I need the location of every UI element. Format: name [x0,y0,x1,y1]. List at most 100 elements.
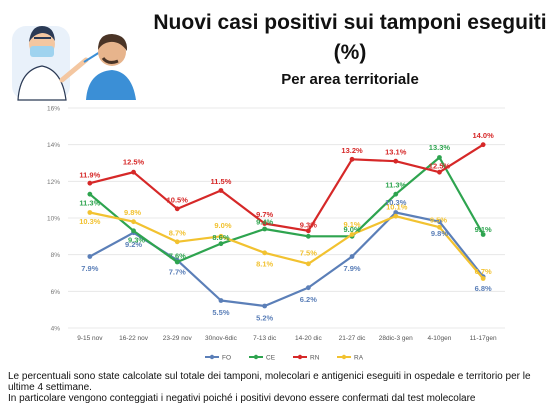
data-point-ce [174,259,180,265]
data-point-ce [480,232,486,237]
data-point-ce [218,241,224,247]
data-point-ra [174,239,180,245]
data-label-rn: 12.5% [429,162,451,171]
data-label-ce: 13.3% [429,143,451,152]
gridlines [68,107,505,329]
data-point-ce [437,155,442,160]
data-label-ra: 9.8% [124,208,141,217]
y-tick-label: 4% [51,326,61,333]
data-point-ra [87,210,93,215]
data-label-ra: 8.1% [256,259,273,268]
x-tick-label: 14-20 dic [295,335,322,342]
data-point-ce [305,233,311,239]
data-point-rn [218,188,224,193]
x-tick-label: 30nov-6dic [205,335,238,342]
y-tick-label: 16% [47,106,60,113]
data-label-ce: 9.1% [475,225,492,234]
data-label-fo: 6.2% [300,295,317,304]
data-label-ce: 8.6% [212,233,229,242]
footnote: Le percentuali sono state calcolate sul … [8,371,556,404]
y-tick-label: 8% [51,252,61,259]
data-label-ra: 10.1% [386,203,408,212]
data-label-rn: 11.5% [211,177,232,186]
data-label-rn: 12.5% [123,158,145,167]
legend-marker-ra [341,354,347,360]
data-point-ce [131,228,136,234]
legend-label-fo: FO [222,355,231,362]
data-point-rn [393,158,399,164]
legend-label-ra: RA [354,355,364,362]
data-point-fo [218,298,224,303]
data-label-fo: 9.8% [431,229,448,238]
data-labels: 7.9% 9.2% 7.7% 5.5% 5.2% 6.2% 7.9% 10.3% 9.8% 6.8… [79,131,494,322]
data-label-ce: 7.6% [169,252,186,261]
data-label-fo: 5.5% [212,308,229,317]
x-tick-label: 21-27 dic [339,335,366,342]
data-point-ra [393,213,399,219]
data-point-ce [87,191,93,197]
x-tick-label: 9-15 nov [77,335,103,342]
data-point-rn [262,221,268,226]
data-point-rn [131,169,136,175]
y-tick-label: 6% [51,289,61,296]
x-tick-label: 16-22 nov [119,335,149,342]
data-label-rn: 11.9% [79,171,100,180]
y-tick-label: 14% [47,142,60,149]
data-point-ra [349,232,355,237]
data-label-rn: 13.1% [385,148,407,157]
series-line-ra [89,211,484,280]
x-tick-label: 11-17gen [470,335,497,342]
data-label-rn: 9.3% [300,220,317,229]
chart-title: Nuovi casi positivi sui tamponi eseguiti… [153,11,547,64]
data-point-rn [87,180,93,186]
data-point-rn [480,142,486,148]
data-label-ra: 6.7% [475,267,492,276]
chart-subtitle: Per area territoriale [281,71,419,88]
data-point-ra [305,261,311,267]
data-point-ra [262,250,268,256]
data-label-fo: 5.2% [256,314,273,323]
data-label-rn: 13.2% [341,146,363,155]
data-label-ra: 7.5% [300,248,317,257]
data-point-ra [218,233,224,239]
data-point-ra [480,276,486,281]
legend-marker-fo [209,354,215,360]
data-label-rn: 14.0% [473,131,495,140]
footnote-line-1: Le percentuali sono state calcolate sul … [8,371,531,393]
data-point-fo [393,210,399,215]
x-tick-label: 7-13 dic [253,335,277,342]
data-point-ce [262,226,268,232]
data-label-fo: 6.8% [475,284,492,293]
data-label-ce: 9.3% [128,235,145,244]
data-label-rn: 9.7% [256,210,273,219]
data-label-fo: 10.3% [385,198,407,207]
line-chart: 4% 6% 8% 10% 12% 14% 16% 9-15 nov 16-22 nov 23-29… [47,106,505,362]
data-point-fo [349,254,355,259]
data-label-ce: 11.3% [79,199,100,208]
y-tick-label: 10% [47,216,60,223]
data-point-ra [131,219,136,225]
legend-marker-ce [253,354,259,360]
legend-marker-rn [297,354,303,360]
data-point-fo [305,285,311,291]
series [87,142,486,309]
doctor-swab-test-icon [12,26,136,101]
data-label-fo: 7.7% [169,268,186,277]
series-line-rn [89,143,484,232]
data-label-fo: 7.9% [81,264,98,273]
data-point-fo [262,303,268,309]
series-line-ce [89,156,485,264]
x-tick-label: 28dic-3 gen [379,335,413,342]
data-label-ce: 11.3% [385,181,406,190]
data-label-rn: 10.5% [167,195,189,204]
data-label-ce: 9.4% [256,218,273,227]
data-point-ce [393,191,399,197]
x-tick-label: 4-10gen [428,335,452,342]
data-label-ra: 9.5% [430,216,447,225]
legend: FO CE RN RA [205,355,364,362]
data-label-ce: 9.0% [343,225,360,234]
y-tick-label: 12% [47,179,60,186]
axes: 4% 6% 8% 10% 12% 14% 16% 9-15 nov 16-22 nov 23-29… [47,106,497,343]
data-label-ra: 10.3% [79,217,101,226]
data-point-rn [437,169,442,175]
